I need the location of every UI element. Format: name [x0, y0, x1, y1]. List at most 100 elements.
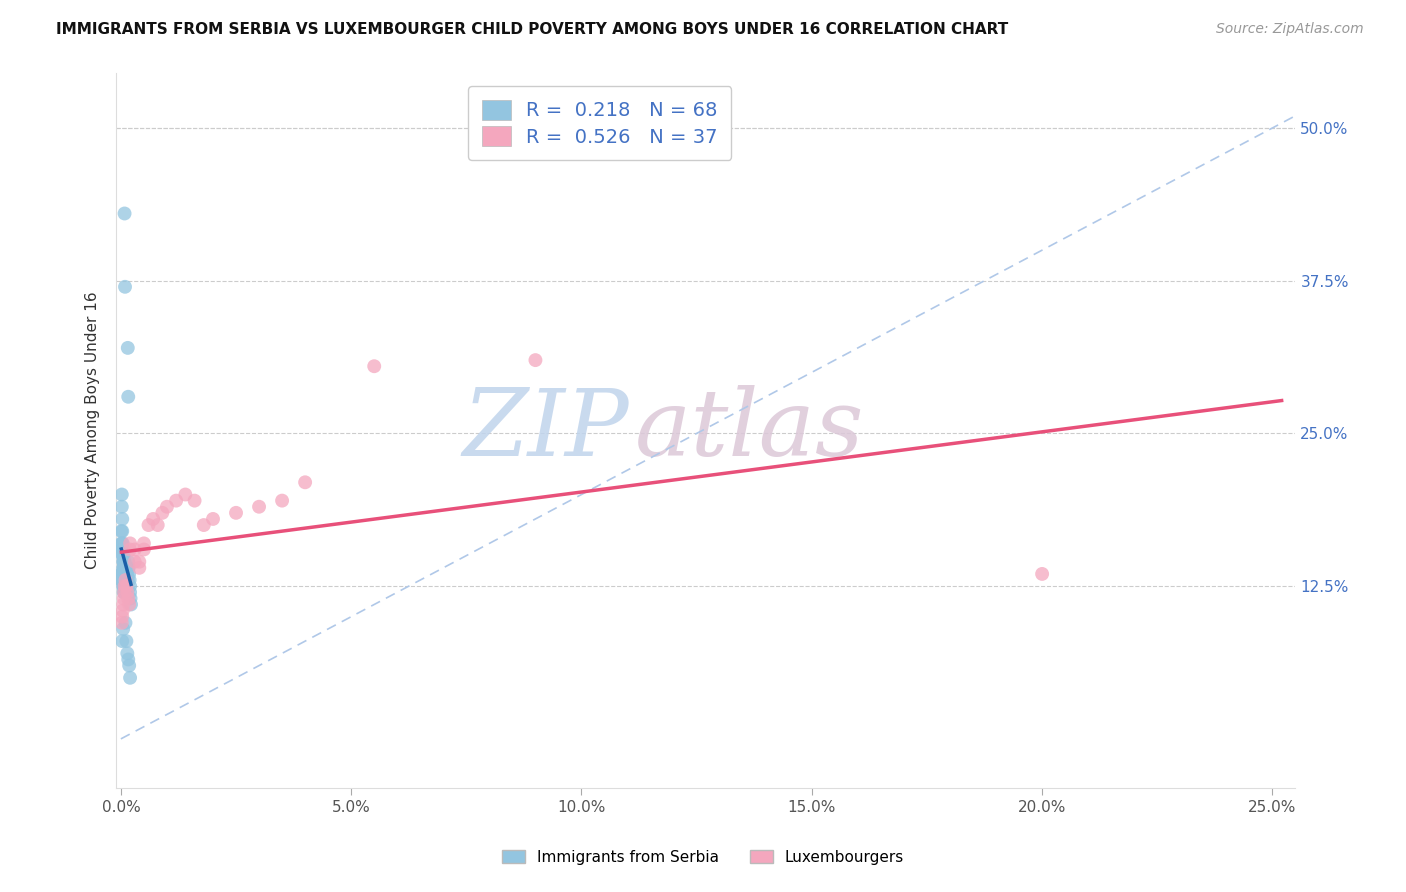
Immigrants from Serbia	[112, 549, 135, 563]
Immigrants from Serbia	[111, 536, 134, 550]
Immigrants from Serbia	[120, 598, 142, 612]
Immigrants from Serbia	[117, 566, 139, 581]
Text: ZIP: ZIP	[463, 385, 630, 475]
Immigrants from Serbia	[111, 542, 134, 557]
Immigrants from Serbia	[112, 622, 135, 636]
Immigrants from Serbia	[111, 542, 134, 557]
Legend: Immigrants from Serbia, Luxembourgers: Immigrants from Serbia, Luxembourgers	[496, 844, 910, 871]
Immigrants from Serbia	[112, 585, 135, 599]
Luxembourgers	[117, 591, 139, 606]
Immigrants from Serbia	[117, 555, 139, 569]
Luxembourgers	[118, 598, 141, 612]
Luxembourgers	[174, 487, 197, 501]
Luxembourgers	[112, 585, 135, 599]
Immigrants from Serbia	[114, 573, 136, 587]
Immigrants from Serbia	[111, 524, 134, 538]
Immigrants from Serbia	[112, 555, 135, 569]
Immigrants from Serbia	[111, 536, 134, 550]
Immigrants from Serbia	[114, 579, 136, 593]
Immigrants from Serbia	[120, 671, 142, 685]
Luxembourgers	[183, 493, 205, 508]
Immigrants from Serbia	[111, 542, 134, 557]
Luxembourgers	[128, 555, 150, 569]
Immigrants from Serbia	[120, 591, 142, 606]
Luxembourgers	[132, 542, 155, 557]
Immigrants from Serbia	[117, 390, 139, 404]
Immigrants from Serbia	[112, 585, 135, 599]
Luxembourgers	[115, 579, 138, 593]
Immigrants from Serbia	[112, 573, 135, 587]
Immigrants from Serbia	[111, 566, 134, 581]
Luxembourgers	[225, 506, 247, 520]
Immigrants from Serbia	[110, 566, 132, 581]
Text: Source: ZipAtlas.com: Source: ZipAtlas.com	[1216, 22, 1364, 37]
Luxembourgers	[111, 609, 134, 624]
Immigrants from Serbia	[112, 542, 135, 557]
Immigrants from Serbia	[112, 579, 135, 593]
Luxembourgers	[165, 493, 187, 508]
Luxembourgers	[111, 615, 134, 630]
Luxembourgers	[138, 518, 160, 533]
Luxembourgers	[150, 506, 173, 520]
Immigrants from Serbia	[111, 566, 134, 581]
Immigrants from Serbia	[110, 524, 132, 538]
Immigrants from Serbia	[112, 549, 135, 563]
Immigrants from Serbia	[115, 573, 138, 587]
Luxembourgers	[112, 598, 135, 612]
Luxembourgers	[114, 579, 136, 593]
Immigrants from Serbia	[117, 573, 139, 587]
Immigrants from Serbia	[114, 585, 136, 599]
Luxembourgers	[193, 518, 215, 533]
Luxembourgers	[271, 493, 294, 508]
Immigrants from Serbia	[114, 555, 136, 569]
Immigrants from Serbia	[120, 585, 142, 599]
Immigrants from Serbia	[114, 280, 136, 294]
Y-axis label: Child Poverty Among Boys Under 16: Child Poverty Among Boys Under 16	[86, 292, 100, 569]
Legend: R =  0.218   N = 68, R =  0.526   N = 37: R = 0.218 N = 68, R = 0.526 N = 37	[468, 87, 731, 161]
Immigrants from Serbia	[120, 579, 142, 593]
Luxembourgers	[247, 500, 270, 514]
Immigrants from Serbia	[112, 555, 135, 569]
Luxembourgers	[120, 542, 142, 557]
Luxembourgers	[201, 512, 224, 526]
Luxembourgers	[132, 536, 155, 550]
Immigrants from Serbia	[115, 561, 138, 575]
Immigrants from Serbia	[115, 634, 138, 648]
Luxembourgers	[111, 604, 134, 618]
Text: IMMIGRANTS FROM SERBIA VS LUXEMBOURGER CHILD POVERTY AMONG BOYS UNDER 16 CORRELA: IMMIGRANTS FROM SERBIA VS LUXEMBOURGER C…	[56, 22, 1008, 37]
Luxembourgers	[124, 542, 146, 557]
Luxembourgers	[124, 555, 146, 569]
Luxembourgers	[1031, 566, 1053, 581]
Luxembourgers	[114, 573, 136, 587]
Immigrants from Serbia	[115, 566, 138, 581]
Immigrants from Serbia	[114, 615, 136, 630]
Immigrants from Serbia	[112, 561, 135, 575]
Immigrants from Serbia	[114, 561, 136, 575]
Immigrants from Serbia	[111, 573, 134, 587]
Immigrants from Serbia	[114, 566, 136, 581]
Luxembourgers	[363, 359, 385, 374]
Immigrants from Serbia	[112, 579, 135, 593]
Immigrants from Serbia	[117, 646, 139, 660]
Immigrants from Serbia	[112, 579, 135, 593]
Immigrants from Serbia	[114, 206, 136, 220]
Luxembourgers	[294, 475, 316, 490]
Luxembourgers	[120, 536, 142, 550]
Immigrants from Serbia	[111, 634, 134, 648]
Immigrants from Serbia	[114, 579, 136, 593]
Immigrants from Serbia	[112, 555, 135, 569]
Immigrants from Serbia	[111, 487, 134, 501]
Immigrants from Serbia	[118, 561, 141, 575]
Luxembourgers	[117, 585, 139, 599]
Luxembourgers	[142, 512, 165, 526]
Luxembourgers	[524, 353, 547, 368]
Immigrants from Serbia	[111, 549, 134, 563]
Immigrants from Serbia	[111, 500, 134, 514]
Immigrants from Serbia	[118, 566, 141, 581]
Immigrants from Serbia	[110, 536, 132, 550]
Immigrants from Serbia	[118, 573, 141, 587]
Immigrants from Serbia	[111, 573, 134, 587]
Immigrants from Serbia	[117, 561, 139, 575]
Immigrants from Serbia	[112, 561, 135, 575]
Immigrants from Serbia	[111, 512, 134, 526]
